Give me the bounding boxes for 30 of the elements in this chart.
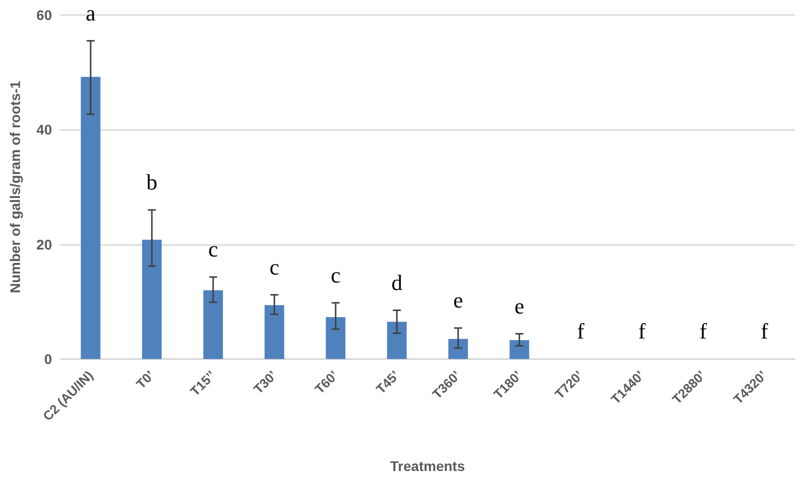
y-tick-label: 40 [36, 122, 52, 138]
bar [203, 290, 223, 359]
y-tick-label: 20 [36, 236, 52, 252]
x-axis-title: Treatments [390, 458, 466, 474]
bar [510, 340, 530, 359]
annotation: e [514, 293, 524, 318]
annotation: a [86, 0, 96, 26]
x-tick-label: T30’ [250, 368, 280, 397]
x-tick-label: T60’ [312, 368, 341, 397]
bar [448, 338, 468, 359]
bar [142, 240, 162, 359]
annotation: b [146, 169, 158, 194]
annotation: d [391, 270, 402, 295]
annotation: f [699, 318, 708, 344]
annotation: c [208, 236, 218, 262]
bar [264, 305, 284, 359]
annotation: e [453, 288, 464, 313]
y-tick-label: 0 [44, 351, 52, 367]
annotation: f [576, 318, 585, 344]
annotation: f [760, 318, 769, 344]
annotation: f [638, 318, 646, 344]
y-axis-title: Number of galls/gram of roots-1 [7, 80, 23, 294]
bar [80, 76, 100, 359]
y-tick-label: 60 [36, 7, 52, 23]
x-tick-label: T0’ [133, 368, 158, 392]
x-tick-label: T45’ [373, 368, 402, 397]
bar [326, 317, 346, 359]
annotation: c [330, 262, 341, 288]
bar [387, 322, 407, 359]
annotation: c [269, 254, 280, 280]
